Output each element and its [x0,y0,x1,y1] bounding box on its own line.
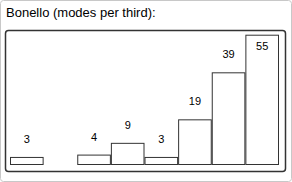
chart: Bonello (modes per third): 3 4 9 3 19 39 55 [0,0,292,182]
data-label: 3 [24,133,30,145]
data-label: 39 [222,48,234,60]
panel [1,1,292,182]
data-label: 3 [158,133,164,145]
data-label: 55 [256,40,268,52]
bar [179,120,212,165]
bar [212,73,245,165]
bar [246,35,279,164]
bar [11,157,44,164]
data-label: 9 [125,119,131,131]
title: Bonello (modes per third): [6,5,156,20]
bars [11,35,279,164]
bar [78,155,111,164]
bar [145,157,178,164]
data-label: 19 [189,95,201,107]
bar [111,143,144,164]
data-label: 4 [91,131,97,143]
plot-frame [6,31,286,172]
data-labels: 3 4 9 3 19 39 55 [24,40,269,145]
